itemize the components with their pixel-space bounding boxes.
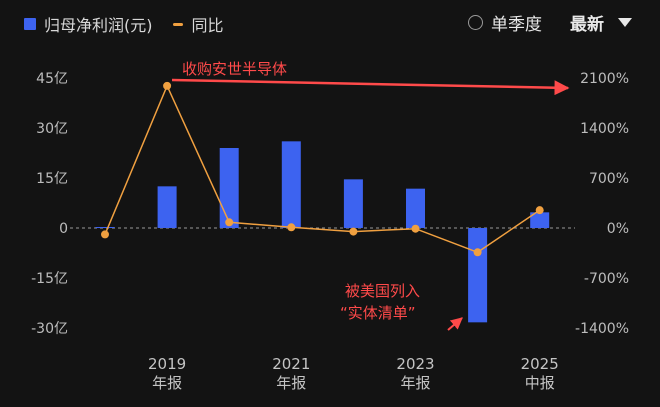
legend-item-net-profit[interactable]: 归母净利润(元) xyxy=(24,12,153,36)
latest-label: 最新 xyxy=(570,15,604,35)
y-right-tick-label: -700% xyxy=(584,271,629,287)
single-quarter-label: 单季度 xyxy=(491,15,542,35)
net-profit-bar xyxy=(219,148,239,228)
acquisition-arrow xyxy=(171,78,570,96)
bar-swatch-icon xyxy=(24,18,36,30)
yoy-point xyxy=(349,227,358,236)
net-profit-bar xyxy=(343,179,363,228)
net-profit-bar xyxy=(406,188,425,228)
legend-item-yoy[interactable]: 同比 xyxy=(172,12,224,36)
line-swatch-icon xyxy=(172,22,183,26)
y-left-tick-label: -15亿 xyxy=(31,271,68,287)
net-profit-bar xyxy=(157,186,177,228)
x-tick-label: 2025 xyxy=(521,355,559,373)
single-quarter-toggle[interactable]: 单季度 xyxy=(468,10,542,35)
x-tick-label: 中报 xyxy=(525,374,555,392)
x-tick-label: 2023 xyxy=(396,355,434,373)
y-right-tick-label: 2100% xyxy=(580,71,629,87)
yoy-point xyxy=(101,230,109,239)
y-right-tick-label: 700% xyxy=(589,171,629,187)
yoy-point xyxy=(411,224,420,233)
annotation-entity-list-line2: “实体清单” xyxy=(340,304,416,322)
y-left-tick-label: 45亿 xyxy=(36,71,68,87)
yoy-point xyxy=(535,206,544,215)
entity-list-arrow xyxy=(447,317,463,331)
net-profit-bar xyxy=(468,228,488,323)
latest-dropdown[interactable]: 最新 xyxy=(570,10,632,35)
yoy-point xyxy=(287,223,296,232)
x-tick-label: 年报 xyxy=(400,374,430,392)
dropdown-arrow-icon xyxy=(618,18,632,27)
net-profit-bar xyxy=(95,227,115,228)
net-profit-bar xyxy=(530,212,550,228)
annotation-acquisition: 收购安世半导体 xyxy=(182,60,287,78)
net-profit-bar xyxy=(281,141,301,228)
annotation-entity-list-line1: 被美国列入 xyxy=(345,282,420,300)
chart-controls: 单季度 最新 xyxy=(468,10,632,35)
legend-label-net-profit: 归母净利润(元) xyxy=(44,16,153,35)
y-left-tick-label: 30亿 xyxy=(36,121,68,137)
yoy-line xyxy=(104,83,541,254)
chart-legend: 归母净利润(元) 同比 xyxy=(24,12,244,36)
y-right-tick-label: 1400% xyxy=(580,121,629,137)
x-tick-label: 2019 xyxy=(148,355,186,373)
y-right-tick-label: -1400% xyxy=(575,321,629,337)
y-left-tick-label: -30亿 xyxy=(31,321,68,337)
radio-circle-icon xyxy=(468,15,483,30)
x-tick-label: 2021 xyxy=(272,355,310,373)
y-left-tick-label: 0 xyxy=(59,221,68,237)
legend-label-yoy: 同比 xyxy=(191,16,224,35)
yoy-point xyxy=(473,248,482,257)
x-tick-label: 年报 xyxy=(276,374,306,392)
x-tick-label: 年报 xyxy=(152,374,182,392)
y-right-tick-label: 0% xyxy=(607,221,629,237)
yoy-point xyxy=(163,81,172,90)
yoy-point xyxy=(225,218,234,227)
y-left-tick-label: 15亿 xyxy=(36,171,68,187)
